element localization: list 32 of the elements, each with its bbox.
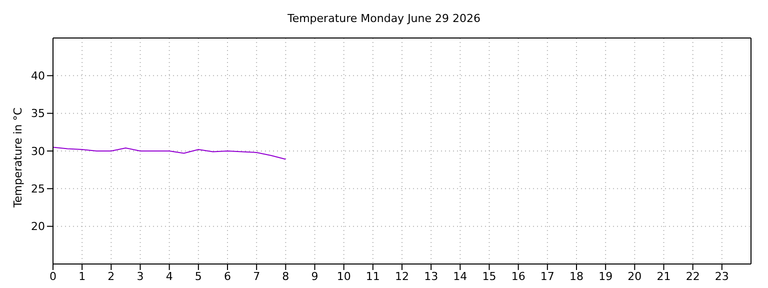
x-tick-label: 7 xyxy=(253,270,260,283)
x-tick-label: 15 xyxy=(482,270,496,283)
x-tick-label: 18 xyxy=(570,270,584,283)
x-tick-label: 8 xyxy=(282,270,290,283)
x-tick-label: 11 xyxy=(366,270,380,283)
chart-title: Temperature Monday June 29 2026 xyxy=(286,12,482,25)
y-axis-title: Temperature in °C xyxy=(12,108,25,208)
x-tick-label: 1 xyxy=(78,270,86,283)
x-tick-label: 9 xyxy=(311,270,318,283)
y-tick-label: 20 xyxy=(31,220,45,234)
x-tick-label: 0 xyxy=(50,270,56,283)
x-tick-label: 16 xyxy=(511,270,526,283)
x-tick-label: 5 xyxy=(194,270,202,283)
x-tick-label: 4 xyxy=(166,270,173,283)
x-tick-label: 20 xyxy=(628,270,642,283)
x-tick-label: 10 xyxy=(336,270,351,283)
x-tick-label: 21 xyxy=(656,270,671,283)
y-tick-label: 25 xyxy=(31,182,45,196)
x-tick-label: 13 xyxy=(424,270,438,283)
y-tick-label: 35 xyxy=(31,107,45,120)
x-tick-label: 22 xyxy=(686,270,700,283)
x-tick-label: 6 xyxy=(224,270,231,283)
x-tick-label: 19 xyxy=(598,270,613,283)
x-tick-label: 14 xyxy=(453,270,468,283)
x-tick-label: 12 xyxy=(395,270,409,283)
y-tick-label: 30 xyxy=(31,144,45,158)
x-tick-label: 23 xyxy=(714,270,729,283)
line-series xyxy=(53,146,286,160)
x-tick-label: 2 xyxy=(108,270,115,283)
y-tick-label: 40 xyxy=(31,70,45,83)
x-tick-label: 17 xyxy=(540,270,554,283)
x-tick-label: 3 xyxy=(136,270,144,283)
